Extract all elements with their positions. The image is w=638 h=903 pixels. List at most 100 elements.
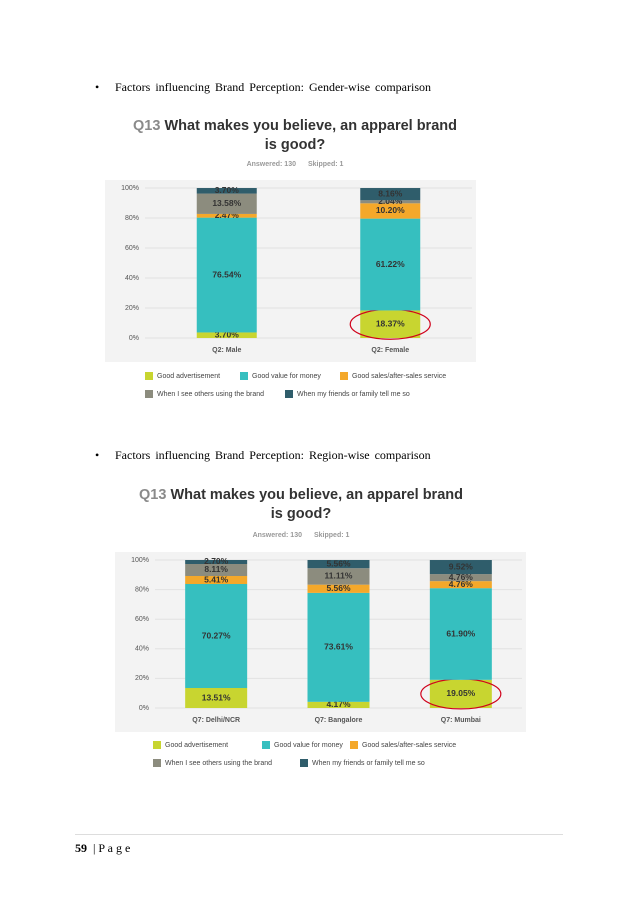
- separator: |: [93, 841, 96, 855]
- y-tick-label: 80%: [125, 215, 139, 222]
- bar-segment: [307, 701, 370, 708]
- bar-segment: [185, 584, 248, 689]
- legend-swatch: [262, 741, 270, 749]
- question-text: What makes you believe, an apparel brand…: [164, 118, 457, 153]
- legend-swatch: [153, 741, 161, 749]
- bar-segment: [429, 679, 492, 708]
- value-label: 2.70%: [204, 556, 229, 566]
- legend-label: When my friends or family tell me so: [312, 760, 425, 767]
- legend-label: When my friends or family tell me so: [297, 391, 410, 398]
- y-tick-label: 60%: [125, 245, 139, 252]
- legend-swatch: [145, 372, 153, 380]
- value-label: 5.56%: [326, 558, 351, 568]
- value-label: 9.52%: [449, 561, 474, 571]
- bar-segment: [185, 563, 248, 576]
- legend-label: When I see others using the brand: [165, 760, 272, 767]
- value-label: 18.37%: [376, 318, 405, 328]
- y-tick-label: 40%: [135, 646, 149, 653]
- bar-segment: [429, 560, 492, 575]
- x-tick-label: Q2: Male: [212, 347, 241, 354]
- bar-segment: [429, 588, 492, 680]
- response-stats: Answered: 130 Skipped: 1: [136, 532, 466, 539]
- bullet-text: Factors influencing Brand Perception: Ge…: [115, 80, 432, 94]
- legend-swatch: [145, 390, 153, 398]
- question-text: What makes you believe, an apparel brand…: [170, 487, 463, 522]
- legend-label: Good advertisement: [165, 742, 228, 749]
- bullet-dot: •: [95, 448, 100, 462]
- page-number: 59: [75, 841, 87, 855]
- value-label: 11.11%: [325, 571, 353, 581]
- bar-segment: [196, 193, 257, 214]
- bar-segment: [360, 310, 421, 338]
- value-label: 3.70%: [215, 185, 240, 195]
- legend-swatch: [240, 372, 248, 380]
- y-tick-label: 80%: [135, 586, 149, 593]
- answered: Answered: 130: [246, 161, 296, 168]
- chart-title: Q13 What makes you believe, an apparel b…: [136, 486, 466, 524]
- value-label: 13.58%: [212, 198, 241, 208]
- value-label: 13.51%: [202, 692, 231, 702]
- y-tick-label: 20%: [125, 305, 139, 312]
- x-tick-label: Q2: Female: [371, 347, 409, 354]
- bar-segment: [196, 332, 257, 338]
- bar-segment: [185, 688, 248, 708]
- bar-segment: [360, 188, 421, 201]
- value-label: 5.56%: [326, 583, 351, 593]
- value-label: 61.90%: [446, 628, 475, 638]
- y-tick-label: 100%: [121, 185, 139, 192]
- page-label: P a g e: [98, 841, 131, 855]
- y-tick-label: 20%: [135, 675, 149, 682]
- value-label: 8.11%: [204, 564, 228, 574]
- bar-segment: [185, 575, 248, 585]
- bar-segment: [307, 559, 370, 569]
- value-label: 19.05%: [446, 688, 475, 698]
- value-label: 70.27%: [202, 630, 231, 640]
- value-label: 73.61%: [324, 642, 353, 652]
- bar-segment: [360, 203, 421, 219]
- y-tick-label: 0%: [129, 335, 139, 342]
- value-label: 2.47%: [215, 210, 240, 220]
- legend-label: Good value for money: [252, 373, 321, 380]
- y-tick-label: 100%: [131, 557, 149, 564]
- y-tick-label: 60%: [135, 616, 149, 623]
- legend-label: Good sales/after-sales service: [352, 373, 446, 380]
- bar-segment: [196, 188, 257, 194]
- value-label: 10.20%: [376, 205, 405, 215]
- bar-segment: [429, 581, 492, 589]
- bar-segment: [307, 592, 370, 702]
- bar-segment: [429, 574, 492, 582]
- value-label: 2.04%: [378, 196, 403, 206]
- skipped: Skipped: 1: [308, 161, 344, 168]
- value-label: 4.76%: [449, 572, 474, 582]
- legend-swatch: [300, 759, 308, 767]
- question-number: Q13: [139, 487, 167, 503]
- question-number: Q13: [133, 118, 161, 134]
- bar-segment: [185, 560, 248, 564]
- value-label: 5.41%: [204, 574, 229, 584]
- value-label: 61.22%: [376, 259, 405, 269]
- y-tick-label: 0%: [139, 705, 149, 712]
- bar-segment: [360, 200, 421, 204]
- bar-segment: [307, 568, 370, 585]
- x-tick-label: Q7: Mumbai: [441, 717, 481, 724]
- bullet-text: Factors influencing Brand Perception: Re…: [115, 448, 431, 462]
- legend-label: When I see others using the brand: [157, 391, 264, 398]
- legend-swatch: [285, 390, 293, 398]
- y-tick-label: 40%: [125, 275, 139, 282]
- bar-segment: [360, 218, 421, 311]
- bar-segment: [196, 217, 257, 333]
- footer-rule: [75, 834, 563, 835]
- value-label: 4.76%: [449, 579, 474, 589]
- legend-swatch: [340, 372, 348, 380]
- bar-segment: [307, 584, 370, 593]
- bar-segment: [196, 213, 257, 218]
- value-label: 8.16%: [378, 188, 403, 198]
- chart-title: Q13 What makes you believe, an apparel b…: [130, 117, 460, 155]
- value-label: 3.70%: [215, 329, 240, 339]
- footer: 59 | P a g e: [75, 841, 130, 856]
- answered: Answered: 130: [252, 532, 302, 539]
- legend-label: Good sales/after-sales service: [362, 742, 456, 749]
- x-tick-label: Q7: Bangalore: [315, 717, 363, 724]
